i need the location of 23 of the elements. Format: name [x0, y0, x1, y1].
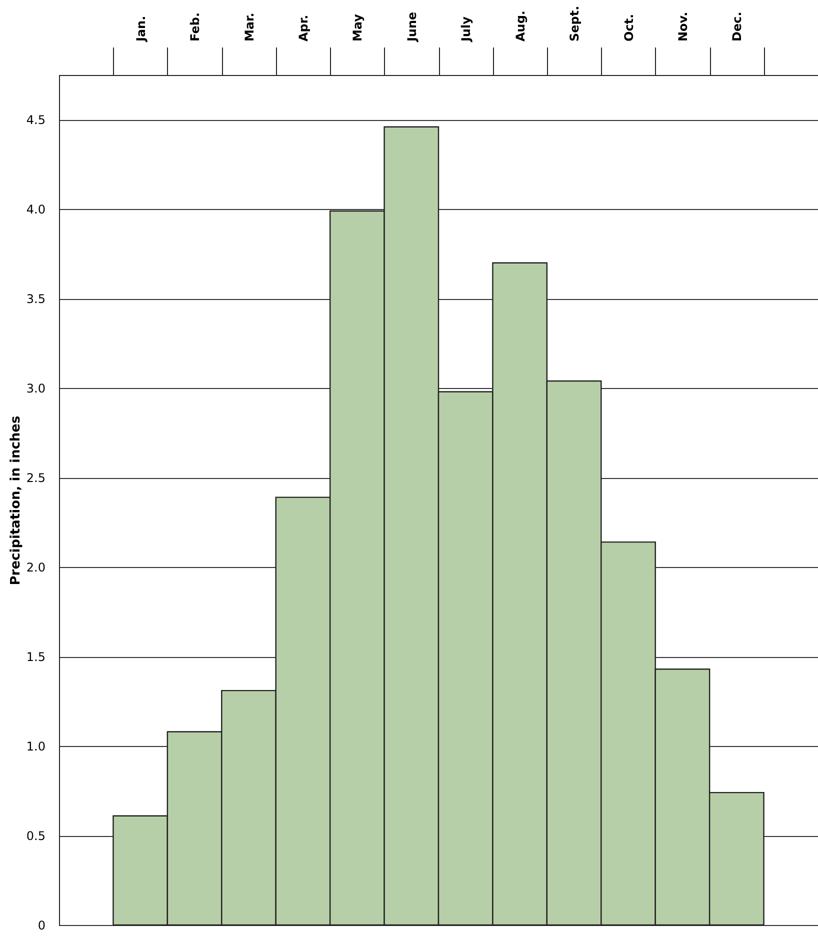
- y-tick-label: 0.5: [26, 829, 46, 844]
- y-tick-label: 4.0: [26, 202, 46, 217]
- x-tick-label: Nov.: [676, 12, 690, 42]
- y-tick-label: 3.0: [26, 382, 46, 396]
- x-tick-label: Dec.: [730, 12, 744, 42]
- x-tick-label: May: [350, 14, 365, 42]
- y-tick-label: 0: [38, 918, 46, 932]
- x-tick-label: Aug.: [513, 10, 528, 42]
- x-tick-label: Feb.: [188, 12, 202, 42]
- x-tick-label: Apr.: [296, 14, 310, 42]
- y-tick-label: 1.0: [26, 740, 46, 754]
- x-tick-label: Oct.: [622, 14, 636, 42]
- x-tick-label: June: [404, 12, 419, 42]
- y-tick-label: 2.5: [26, 471, 46, 486]
- x-tick-label: Sept.: [568, 6, 582, 42]
- x-tick-label: July: [459, 16, 474, 42]
- y-tick-label: 3.5: [26, 292, 46, 306]
- y-tick-label: 1.5: [26, 650, 46, 664]
- x-tick-label: Mar.: [242, 12, 256, 42]
- y-axis-title: Precipitation, in inches: [8, 416, 24, 586]
- x-tick-label: Jan.: [134, 16, 148, 42]
- y-tick-label: 4.5: [26, 113, 46, 128]
- y-tick-label: 2.0: [26, 560, 46, 575]
